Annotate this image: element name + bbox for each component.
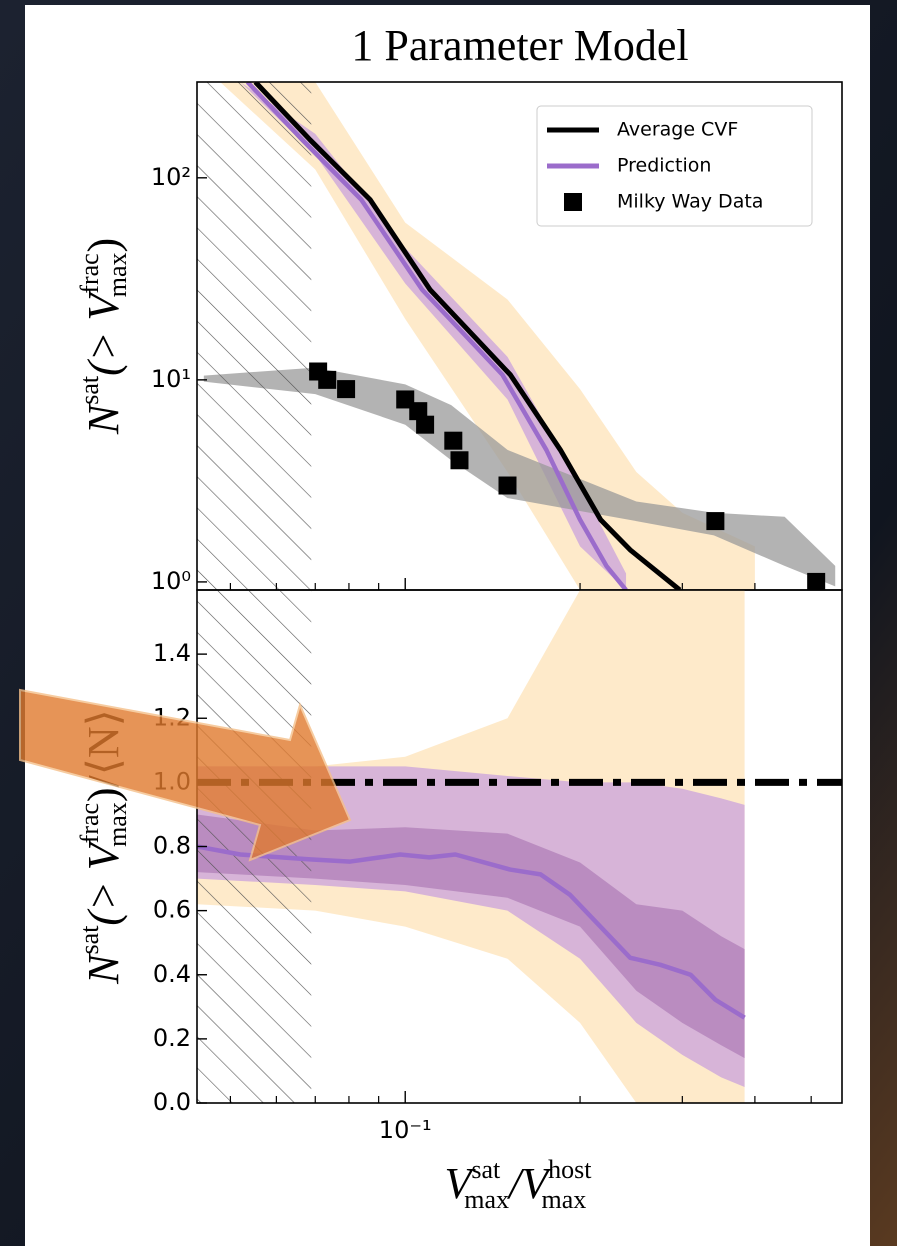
marker xyxy=(318,370,337,389)
label-part: frac xyxy=(75,803,104,843)
band xyxy=(197,814,745,1059)
plot-area xyxy=(197,590,842,1103)
line xyxy=(245,82,628,590)
y-tick-label: 0.0 xyxy=(153,1088,191,1116)
label-part: (> V xyxy=(79,289,128,376)
legend-marker xyxy=(564,193,582,211)
band xyxy=(203,367,836,587)
label-part: sat xyxy=(471,1155,501,1184)
chart-title: 1 Parameter Model xyxy=(351,21,688,70)
y-tick-label: 1.4 xyxy=(153,639,191,667)
legend-label: Average CVF xyxy=(617,119,738,141)
excluded-region xyxy=(197,82,312,590)
label-part: sat xyxy=(75,925,104,955)
overlay-arrow xyxy=(19,688,352,862)
legend-label: Milky Way Data xyxy=(617,191,763,213)
label-part: (> V xyxy=(79,838,128,925)
label-part: host xyxy=(548,1155,592,1184)
y-axis-label: Nsat(> Vfracmax) xyxy=(75,238,132,435)
y-tick-label: 10¹ xyxy=(151,365,191,393)
label-part: /V xyxy=(506,1159,553,1208)
line xyxy=(197,844,746,1020)
plot-area xyxy=(197,82,836,590)
marker xyxy=(337,380,356,399)
label-part: max xyxy=(103,253,132,298)
marker xyxy=(444,431,463,450)
marker xyxy=(498,476,517,495)
marker xyxy=(416,415,435,434)
label-part: max xyxy=(542,1185,587,1214)
axes: 10⁰ 10¹ 10² Nsat(> Vfracmax) Average CVF Pred… xyxy=(75,81,843,595)
y-tick-label: 0.6 xyxy=(153,896,191,924)
label-part: V xyxy=(445,1159,477,1208)
legend-box xyxy=(536,105,813,227)
x-axis-label: Vsat max/Vhost max xyxy=(445,1155,593,1214)
label-part: max xyxy=(464,1185,509,1214)
label-part: max xyxy=(103,802,132,847)
label-part: frac xyxy=(75,253,104,293)
y-tick-label: 0.8 xyxy=(153,832,191,860)
marker xyxy=(706,512,725,531)
legend-label: Prediction xyxy=(617,155,711,177)
y-tick-label: 0.2 xyxy=(153,1024,191,1052)
band xyxy=(240,82,627,590)
y-tick-label: 0.4 xyxy=(153,960,191,988)
y-tick-label: 10² xyxy=(151,163,191,191)
x-tick-label: 10⁻¹ xyxy=(379,1116,432,1144)
label-part: N xyxy=(79,952,128,985)
y-tick-label: 10⁰ xyxy=(151,567,191,595)
label-part: sat xyxy=(75,375,104,405)
marker xyxy=(450,451,469,470)
marker xyxy=(807,572,826,590)
marker xyxy=(409,402,428,421)
label-part: N xyxy=(79,402,128,435)
line xyxy=(253,82,682,590)
label-part: ) xyxy=(79,238,128,253)
